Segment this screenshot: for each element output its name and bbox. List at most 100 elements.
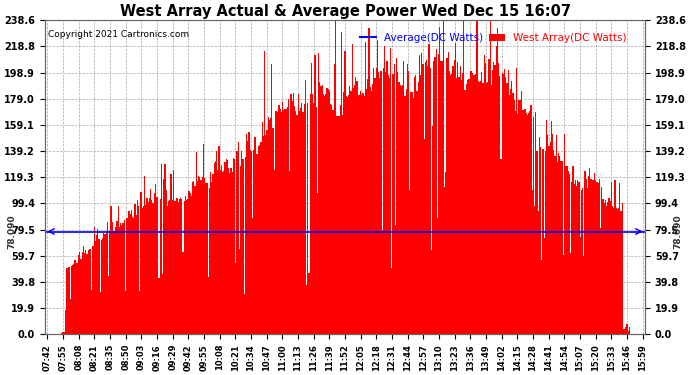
Bar [510, 88, 511, 334]
Bar [239, 249, 240, 334]
Bar [259, 145, 260, 334]
Bar [268, 117, 269, 334]
Bar [157, 197, 159, 334]
Bar [594, 173, 595, 334]
Bar [124, 220, 125, 334]
Bar [485, 63, 486, 334]
Bar [138, 206, 139, 334]
Bar [120, 224, 121, 334]
Bar [234, 159, 235, 334]
Bar [403, 61, 404, 334]
Bar [269, 120, 270, 334]
Bar [266, 130, 268, 334]
Bar [466, 80, 468, 334]
Bar [476, 21, 477, 334]
Bar [367, 80, 368, 334]
Bar [161, 164, 162, 334]
Bar [559, 156, 560, 334]
Bar [461, 80, 462, 334]
Bar [290, 94, 292, 334]
Bar [471, 74, 473, 334]
Bar [205, 183, 206, 334]
Bar [431, 250, 432, 334]
Bar [107, 222, 108, 334]
Bar [304, 104, 305, 334]
Bar [197, 182, 198, 334]
Bar [148, 202, 149, 334]
Bar [602, 198, 604, 334]
Bar [322, 86, 323, 334]
Bar [444, 188, 445, 334]
Bar [253, 150, 255, 334]
Bar [426, 60, 427, 334]
Bar [502, 73, 503, 334]
Bar [174, 201, 175, 334]
Bar [305, 80, 306, 334]
Bar [143, 206, 144, 334]
Bar [128, 211, 130, 334]
Bar [217, 170, 219, 334]
Bar [391, 268, 393, 334]
Bar [277, 112, 279, 334]
Bar [242, 159, 244, 334]
Bar [504, 69, 505, 334]
Bar [246, 134, 247, 334]
Bar [554, 156, 555, 334]
Bar [219, 170, 221, 334]
Bar [355, 77, 357, 334]
Bar [195, 186, 196, 334]
Bar [80, 259, 81, 334]
Bar [430, 68, 431, 334]
Bar [534, 206, 535, 334]
Bar [61, 333, 62, 334]
Bar [533, 117, 534, 334]
Bar [320, 86, 322, 334]
Bar [492, 70, 493, 334]
Bar [565, 166, 566, 334]
Bar [368, 28, 370, 334]
Bar [179, 199, 180, 334]
Bar [466, 84, 467, 334]
Bar [299, 111, 300, 334]
Bar [152, 202, 154, 334]
Bar [439, 27, 440, 334]
Bar [397, 72, 398, 334]
Bar [438, 54, 440, 334]
Bar [601, 187, 602, 334]
Bar [384, 46, 385, 334]
Bar [420, 75, 421, 334]
Bar [289, 171, 290, 334]
Bar [101, 240, 102, 334]
Bar [591, 180, 593, 334]
Bar [443, 21, 444, 334]
Bar [613, 208, 614, 334]
Bar [258, 146, 259, 334]
Bar [155, 184, 156, 334]
Bar [564, 134, 565, 334]
Bar [318, 53, 319, 334]
Bar [163, 179, 164, 334]
Bar [523, 110, 524, 334]
Bar [108, 276, 109, 334]
Bar [204, 177, 205, 334]
Bar [509, 95, 510, 334]
Bar [198, 176, 199, 334]
Bar [552, 135, 553, 334]
Bar [442, 62, 443, 334]
Bar [364, 96, 365, 334]
Bar [288, 99, 289, 334]
Bar [92, 246, 94, 334]
Bar [319, 82, 320, 334]
Bar [539, 137, 540, 334]
Bar [383, 68, 384, 334]
Bar [544, 238, 545, 334]
Bar [300, 108, 302, 334]
Bar [482, 83, 484, 334]
Bar [154, 193, 155, 334]
Bar [294, 106, 295, 334]
Bar [566, 166, 568, 334]
Bar [244, 294, 245, 334]
Bar [456, 78, 457, 334]
Bar [522, 110, 523, 334]
Bar [213, 174, 214, 334]
